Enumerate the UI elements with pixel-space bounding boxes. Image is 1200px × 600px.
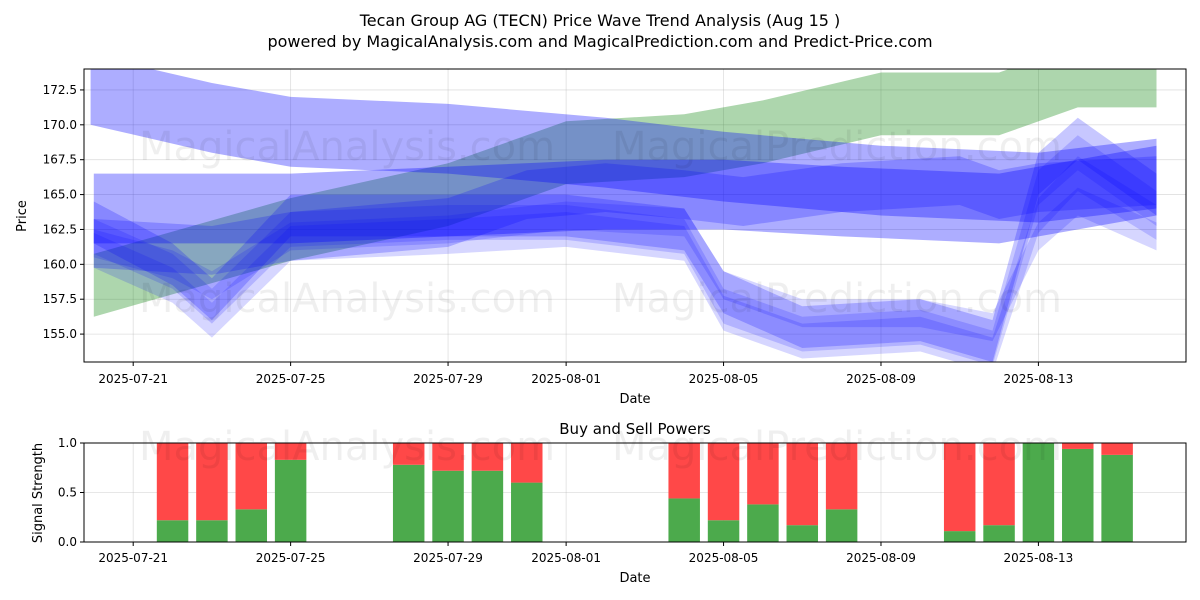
wave-band-green xyxy=(93,69,1157,317)
x-tick-label: 2025-07-29 xyxy=(413,372,483,386)
x-tick-label: 2025-08-09 xyxy=(846,372,916,386)
price-wave-bands xyxy=(90,69,1157,362)
signal-y-axis: 0.0 0.5 1.0 xyxy=(58,436,84,549)
signal-panel: Buy and Sell Powers MagicalAnalysis.com … xyxy=(31,420,1187,586)
wave-band-blue xyxy=(93,156,1157,362)
buy-bar xyxy=(511,482,543,542)
y-tick-label: 157.5 xyxy=(43,292,77,306)
buy-bar xyxy=(471,470,504,542)
wave-band-blue xyxy=(93,117,1157,362)
sell-bar xyxy=(1101,443,1133,455)
price-y-label: Price xyxy=(15,200,30,232)
buy-bar xyxy=(668,498,700,542)
buy-bar xyxy=(196,520,228,542)
sell-bar xyxy=(235,443,268,510)
x-tick-label: 2025-08-13 xyxy=(1004,372,1074,386)
y-tick-label: 172.5 xyxy=(43,83,77,97)
x-tick-label: 2025-07-25 xyxy=(256,372,326,386)
signal-bars xyxy=(156,443,1133,542)
price-grid xyxy=(84,69,1186,362)
sell-bar xyxy=(983,443,1015,526)
x-tick-label: 2025-07-21 xyxy=(98,551,168,565)
sell-bar xyxy=(196,443,228,521)
sell-bar xyxy=(392,443,425,465)
sell-bar xyxy=(471,443,504,471)
buy-bar xyxy=(825,509,858,542)
signal-y-label: Signal Strength xyxy=(31,443,46,543)
x-tick-label: 2025-07-25 xyxy=(256,551,326,565)
sell-bar xyxy=(511,443,543,483)
x-tick-label: 2025-07-29 xyxy=(413,551,483,565)
signal-x-label: Date xyxy=(619,571,650,586)
signal-title: Buy and Sell Powers xyxy=(559,420,711,438)
wave-band-blue xyxy=(93,187,1157,342)
x-tick-label: 2025-08-09 xyxy=(846,551,916,565)
sell-bar xyxy=(825,443,858,510)
x-tick-label: 2025-08-13 xyxy=(1004,551,1074,565)
watermark-prediction: MagicalPrediction.com xyxy=(612,424,1062,470)
y-tick-label: 162.5 xyxy=(43,222,77,236)
watermark-prediction: MagicalPrediction.com xyxy=(612,276,1062,322)
price-watermarks: MagicalAnalysis.com MagicalPrediction.co… xyxy=(139,124,1062,322)
buy-bar xyxy=(1062,448,1094,542)
buy-bar xyxy=(432,470,464,542)
price-x-label: Date xyxy=(619,392,650,407)
watermark-analysis: MagicalAnalysis.com xyxy=(139,124,555,170)
sell-bar xyxy=(747,443,779,505)
chart-subtitle: powered by MagicalAnalysis.com and Magic… xyxy=(267,32,932,51)
wave-band-blue xyxy=(93,145,1157,244)
buy-bar xyxy=(235,509,268,542)
wave-band-blue xyxy=(93,156,1157,275)
buy-bar xyxy=(983,525,1015,542)
buy-bar xyxy=(156,520,189,542)
watermark-prediction: MagicalPrediction.com xyxy=(612,124,1062,170)
sell-bar xyxy=(786,443,819,526)
y-tick-label: 155.0 xyxy=(43,327,77,341)
chart-title: Tecan Group AG (TECN) Price Wave Trend A… xyxy=(359,11,841,30)
signal-watermarks: MagicalAnalysis.com MagicalPrediction.co… xyxy=(139,424,1062,470)
y-tick-label: 0.5 xyxy=(58,486,77,500)
buy-bar xyxy=(274,459,307,542)
buy-bar xyxy=(747,504,779,542)
price-plot-area xyxy=(84,69,1186,362)
x-tick-label: 2025-08-05 xyxy=(689,372,759,386)
buy-bar xyxy=(707,520,740,542)
price-x-axis: 2025-07-21 2025-07-25 2025-07-29 2025-08-01… xyxy=(98,362,1073,386)
x-tick-label: 2025-08-01 xyxy=(531,372,601,386)
sell-bar xyxy=(156,443,189,521)
sell-bar xyxy=(707,443,740,521)
y-tick-label: 167.5 xyxy=(43,153,77,167)
price-plot-frame xyxy=(83,68,1187,363)
sell-bar xyxy=(1062,443,1094,449)
sell-bar xyxy=(432,443,464,471)
sell-bar xyxy=(668,443,700,499)
y-tick-label: 170.0 xyxy=(43,118,77,132)
sell-bar xyxy=(274,443,307,460)
sell-bar xyxy=(943,443,976,532)
x-tick-label: 2025-08-05 xyxy=(689,551,759,565)
buy-bar xyxy=(943,531,976,542)
y-tick-label: 160.0 xyxy=(43,257,77,271)
buy-bar xyxy=(1101,454,1133,542)
buy-bar xyxy=(392,464,425,542)
x-tick-label: 2025-07-21 xyxy=(98,372,168,386)
signal-x-axis: 2025-07-21 2025-07-25 2025-07-29 2025-08-01… xyxy=(98,542,1073,565)
y-tick-label: 1.0 xyxy=(58,436,77,450)
buy-bar xyxy=(1022,443,1055,542)
price-panel: MagicalAnalysis.com MagicalPrediction.co… xyxy=(15,68,1187,407)
watermark-analysis: MagicalAnalysis.com xyxy=(139,276,555,322)
wave-band-blue xyxy=(90,69,1157,223)
y-tick-label: 0.0 xyxy=(58,535,77,549)
y-tick-label: 165.0 xyxy=(43,188,77,202)
buy-bar xyxy=(786,525,819,542)
price-y-axis: 155.0 157.5 160.0 162.5 165.0 167.5 170.0 172.5 xyxy=(43,83,84,341)
x-tick-label: 2025-08-01 xyxy=(531,551,601,565)
watermark-analysis: MagicalAnalysis.com xyxy=(139,424,555,470)
